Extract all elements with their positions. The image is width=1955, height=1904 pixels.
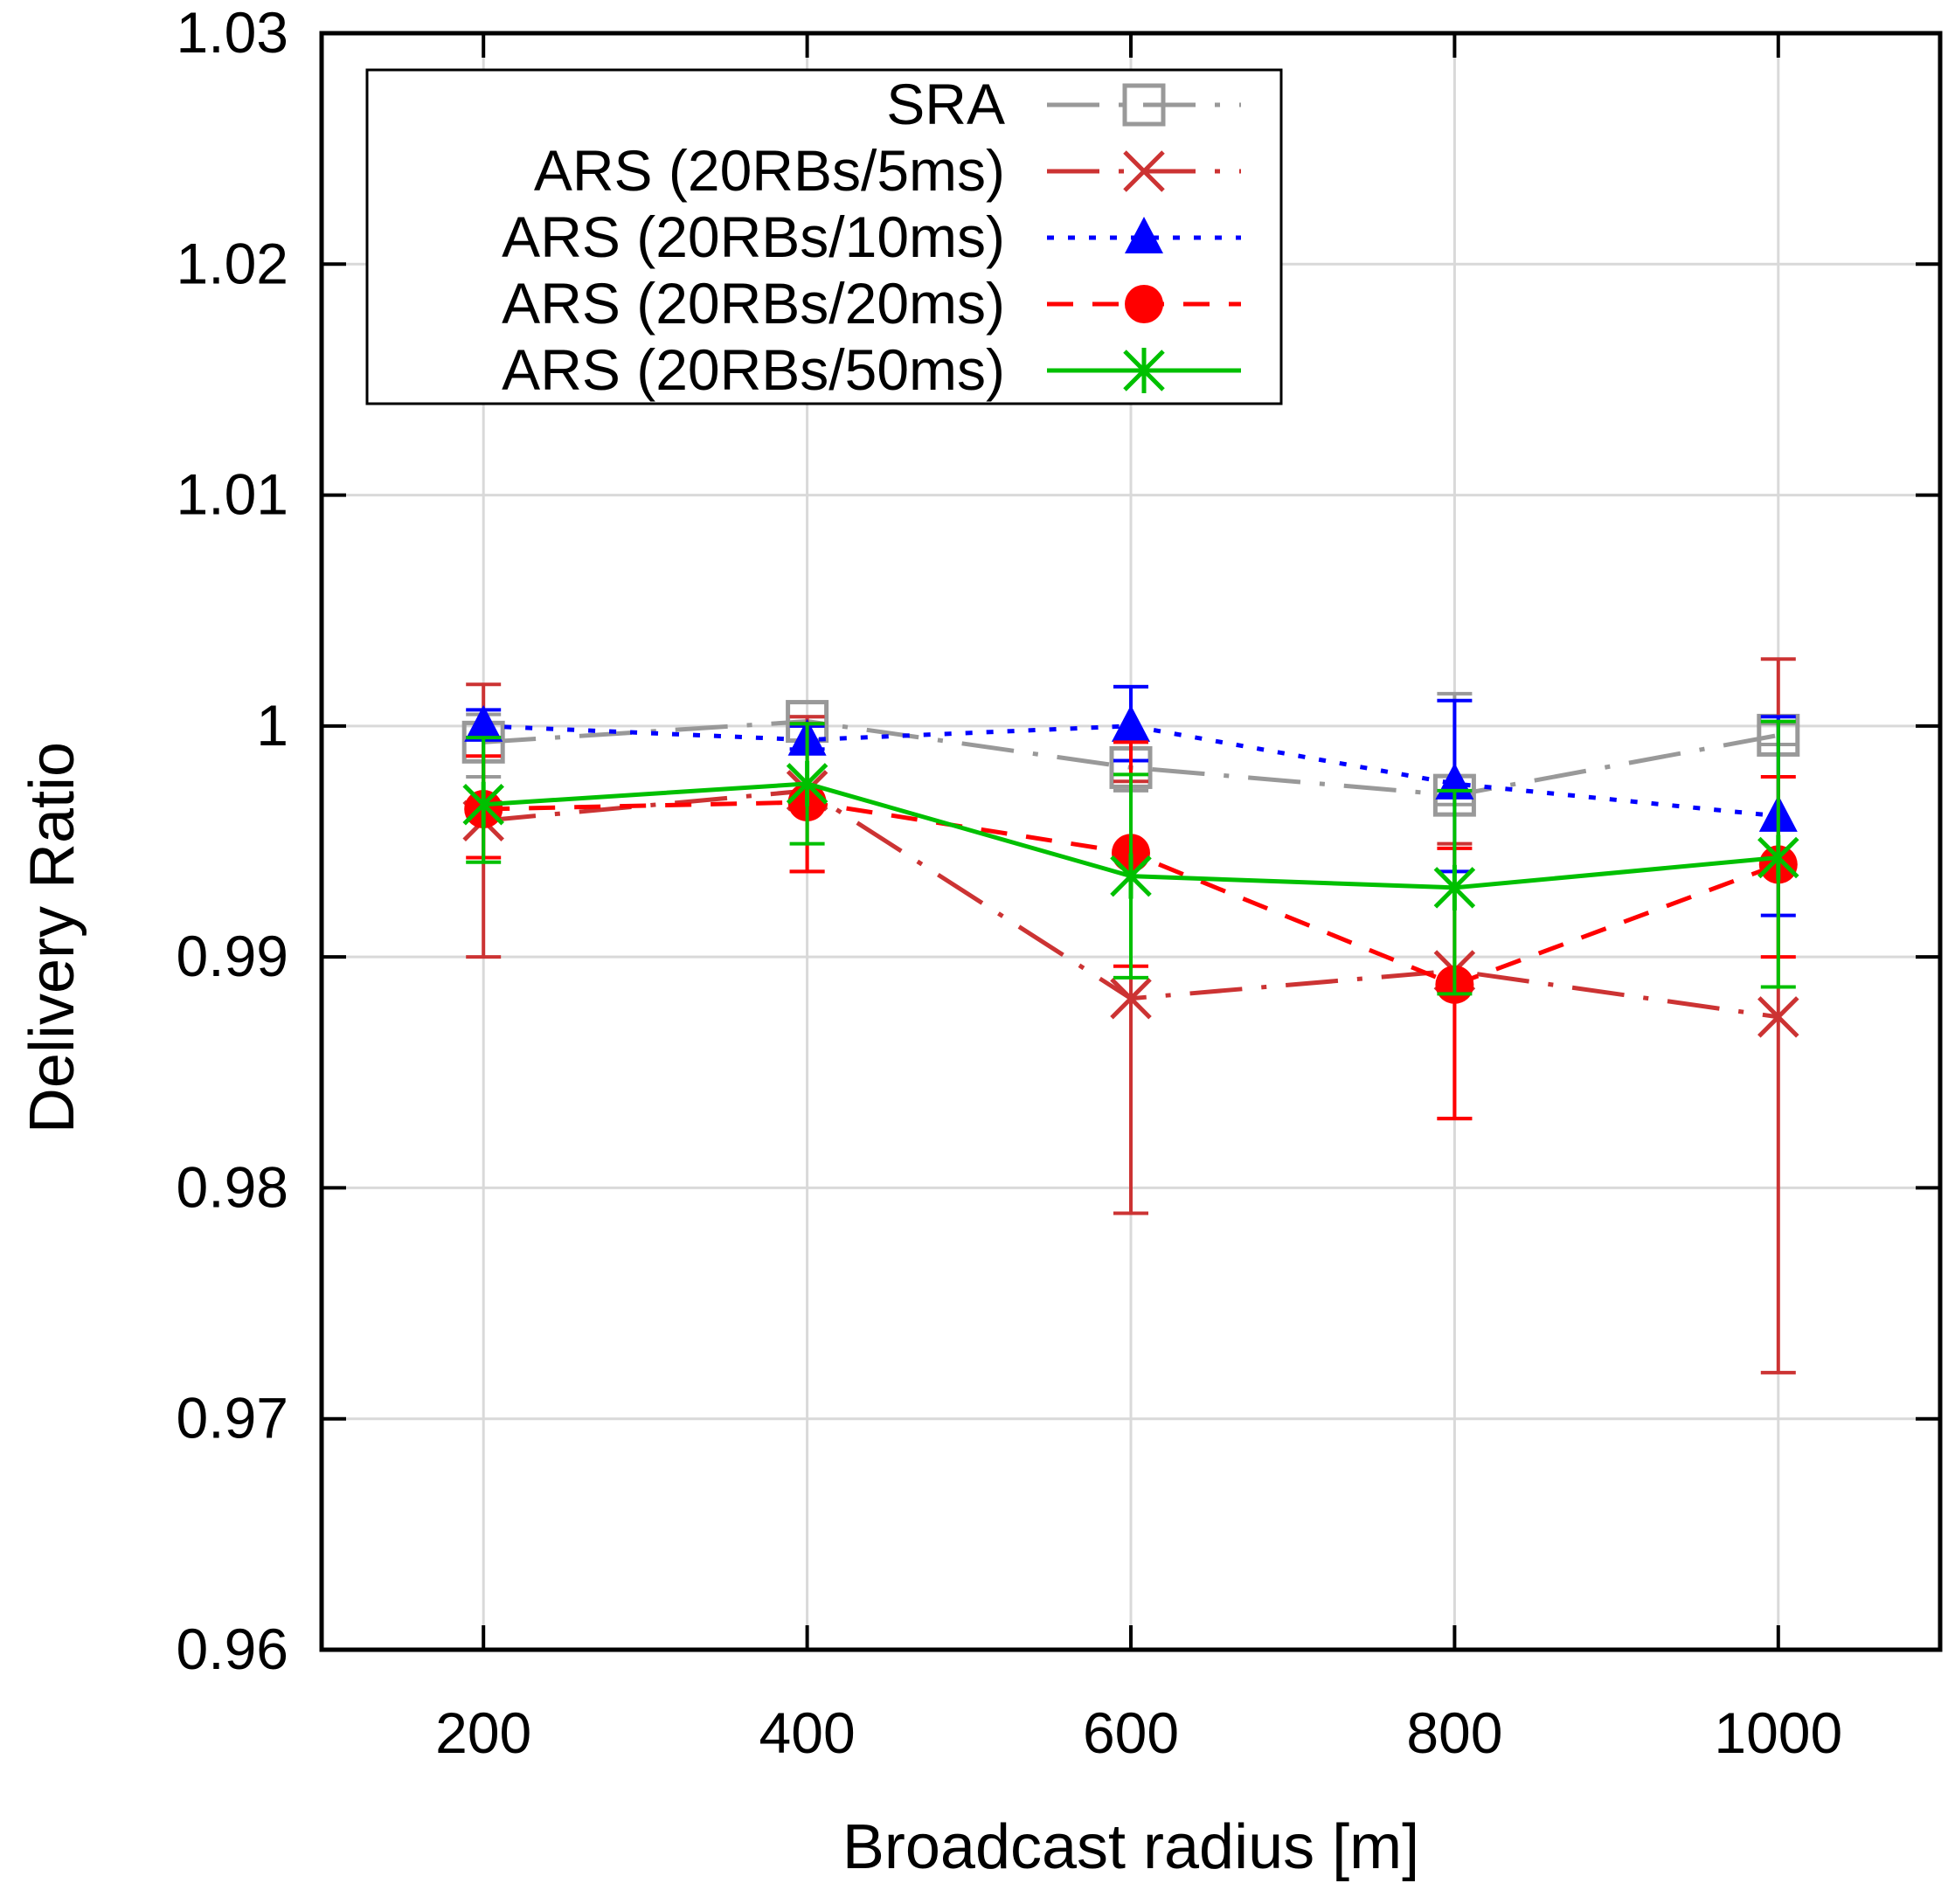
legend-label: ARS (20RBs/50ms) bbox=[502, 337, 1005, 402]
series-line bbox=[483, 724, 1779, 819]
legend-marker bbox=[1125, 285, 1163, 323]
legend-label: ARS (20RBs/5ms) bbox=[534, 138, 1005, 203]
legend-label: ARS (20RBs/10ms) bbox=[502, 204, 1005, 269]
data-point bbox=[786, 760, 828, 807]
y-tick-label: 0.96 bbox=[177, 1617, 288, 1681]
legend-item: SRA bbox=[886, 72, 1241, 136]
legend-marker bbox=[1123, 348, 1165, 393]
x-tick-label: 600 bbox=[1083, 1700, 1179, 1765]
legend-marker bbox=[1122, 83, 1166, 127]
y-tick-label: 0.99 bbox=[177, 924, 288, 988]
data-point bbox=[1110, 853, 1152, 899]
plot-frame bbox=[319, 31, 1943, 1652]
y-tick-label: 1.01 bbox=[177, 462, 288, 527]
legend-item: ARS (20RBs/50ms) bbox=[502, 337, 1241, 402]
series-4 bbox=[462, 719, 1799, 996]
data-point bbox=[1757, 996, 1799, 1038]
data-point-stroke bbox=[1110, 977, 1152, 1020]
data-point bbox=[1757, 834, 1799, 881]
legend-marker-stroke bbox=[1123, 150, 1165, 192]
data-point bbox=[1112, 704, 1150, 742]
y-tick-label: 1 bbox=[256, 693, 288, 758]
legend-marker bbox=[1123, 150, 1165, 192]
legend-item: ARS (20RBs/10ms) bbox=[502, 204, 1241, 269]
y-tick-label: 1.03 bbox=[177, 0, 288, 65]
y-tick-label: 1.02 bbox=[177, 231, 288, 295]
x-axis-title: Broadcast radius [m] bbox=[842, 1812, 1419, 1882]
data-point bbox=[1433, 864, 1476, 910]
x-tick-label: 400 bbox=[759, 1700, 856, 1765]
y-axis-title: Delivery Ratio bbox=[17, 742, 87, 1133]
x-tick-label: 1000 bbox=[1714, 1700, 1842, 1765]
data-point bbox=[1110, 977, 1152, 1020]
data-point bbox=[464, 704, 503, 742]
legend-label: ARS (20RBs/20ms) bbox=[502, 271, 1005, 336]
series-group bbox=[461, 657, 1800, 1374]
data-point bbox=[462, 781, 504, 827]
y-tick-label: 0.97 bbox=[177, 1386, 288, 1451]
data-point-stroke bbox=[1757, 996, 1799, 1038]
x-tick-labels: 200 400 600 800 1000 bbox=[435, 1700, 1842, 1765]
legend-item: ARS (20RBs/5ms) bbox=[534, 138, 1241, 203]
y-tick-label: 0.98 bbox=[177, 1154, 288, 1219]
legend-item: ARS (20RBs/20ms) bbox=[502, 271, 1241, 336]
x-tick-label: 800 bbox=[1406, 1700, 1502, 1765]
x-tick-label: 200 bbox=[435, 1700, 531, 1765]
legend-label: SRA bbox=[886, 72, 1005, 136]
legend-marker bbox=[1125, 217, 1163, 253]
y-tick-labels: 0.96 0.97 0.98 0.99 1 1.01 1.02 1.03 bbox=[177, 0, 288, 1681]
